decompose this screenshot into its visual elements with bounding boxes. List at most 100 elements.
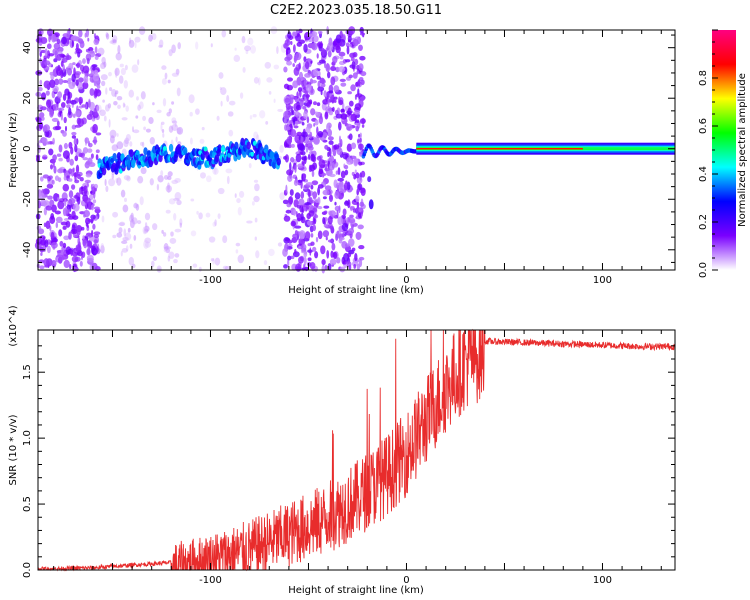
snr-xlabel: Height of straight line (km) xyxy=(288,585,424,596)
heatmap-cell xyxy=(134,36,141,43)
heatmap-cell xyxy=(320,113,323,120)
heatmap-cell xyxy=(284,39,291,46)
heatmap-cell xyxy=(314,119,319,126)
heatmap-cell xyxy=(68,197,76,205)
tick-label: 20 xyxy=(22,92,33,105)
heatmap-cell xyxy=(88,162,96,168)
heatmap-cell xyxy=(135,115,139,119)
heatmap-cell xyxy=(301,238,304,243)
heatmap-cell xyxy=(350,57,355,62)
heatmap-cell xyxy=(188,94,195,104)
tick-label: 0.6 xyxy=(698,118,709,134)
tick-label: 0.8 xyxy=(698,70,709,86)
heatmap-cell xyxy=(56,53,62,61)
heatmap-cell xyxy=(361,124,365,128)
heatmap-cell xyxy=(38,47,42,53)
heatmap-cell xyxy=(79,260,83,267)
heatmap-cell xyxy=(292,44,296,53)
heatmap-cell xyxy=(283,66,288,73)
heatmap-cell xyxy=(137,59,140,66)
heatmap-cell xyxy=(292,63,295,68)
heatmap-cell xyxy=(52,85,59,93)
heatmap-cell xyxy=(128,256,135,266)
heatmap-cell xyxy=(355,231,362,240)
heatmap-cell xyxy=(129,37,132,44)
heatmap-cell xyxy=(246,141,251,150)
heatmap-cell xyxy=(212,221,217,227)
heatmap-cell xyxy=(62,225,67,230)
heatmap-cell xyxy=(44,48,48,57)
heatmap-cell xyxy=(74,124,82,128)
heatmap-cell xyxy=(60,113,64,121)
heatmap-cell xyxy=(305,143,308,148)
heatmap-cell xyxy=(121,117,128,121)
heatmap-cell xyxy=(256,134,260,142)
heatmap-cell xyxy=(108,118,111,128)
heatmap-cell xyxy=(65,246,72,255)
heatmap-cell xyxy=(122,204,129,213)
heatmap-cell xyxy=(36,225,42,231)
tick-label: 0.4 xyxy=(698,166,709,182)
heatmap-cell xyxy=(90,190,93,194)
heatmap-cell xyxy=(196,210,199,215)
heatmap-cell xyxy=(272,161,277,169)
heatmap-cell xyxy=(298,256,304,264)
heatmap-cell xyxy=(95,149,100,154)
heatmap-cell xyxy=(358,161,363,166)
heatmap-cell xyxy=(127,227,131,233)
heatmap-cell xyxy=(100,74,108,81)
heatmap-cell xyxy=(58,229,63,237)
heatmap-cell xyxy=(317,206,323,210)
heatmap-cell xyxy=(109,129,117,139)
heatmap-cell xyxy=(51,204,57,213)
heatmap-cell xyxy=(296,91,299,99)
heatmap-cell xyxy=(82,81,89,90)
heatmap-cell xyxy=(134,202,137,209)
heatmap-cell xyxy=(335,34,342,44)
heatmap-cell xyxy=(348,100,354,107)
heatmap-cell xyxy=(316,53,319,59)
heatmap-cell xyxy=(183,149,188,155)
heatmap-cell xyxy=(77,118,85,127)
heatmap-cell xyxy=(46,83,50,89)
heatmap-cell xyxy=(87,50,95,54)
heatmap-cell xyxy=(91,64,98,68)
heatmap-cell xyxy=(79,177,84,182)
heatmap-cell xyxy=(69,158,74,166)
heatmap-cell xyxy=(49,71,54,76)
heatmap-cell xyxy=(321,264,326,274)
heatmap-cell xyxy=(58,257,65,261)
heatmap-cell xyxy=(358,133,361,138)
heatmap-cell xyxy=(70,99,77,105)
heatmap-cell xyxy=(295,153,302,163)
heatmap-cell xyxy=(118,222,125,227)
heatmap-cell xyxy=(148,116,154,125)
heatmap-cell xyxy=(284,56,291,62)
heatmap-cell xyxy=(68,231,72,240)
heatmap-cell xyxy=(111,38,117,45)
heatmap-cell xyxy=(62,79,69,84)
heatmap-cell xyxy=(82,235,85,240)
heatmap-cell xyxy=(298,198,305,206)
heatmap-cell xyxy=(62,242,67,249)
heatmap-cell xyxy=(284,154,289,163)
heatmap-cell xyxy=(360,170,366,178)
heatmap-cell xyxy=(270,151,275,157)
heatmap-cell xyxy=(143,239,149,249)
heatmap-cell xyxy=(294,164,297,173)
heatmap-cell xyxy=(318,59,326,64)
heatmap-cell xyxy=(83,197,91,204)
heatmap-cell xyxy=(160,123,163,132)
heatmap-cell xyxy=(64,198,67,207)
heatmap-cell xyxy=(308,99,313,105)
heatmap-cell xyxy=(302,106,307,110)
tick-label: 0.0 xyxy=(22,562,33,578)
heatmap-cell xyxy=(118,75,124,84)
heatmap-cell xyxy=(97,47,105,56)
heatmap-cell xyxy=(50,241,58,249)
heatmap-cell xyxy=(213,165,217,175)
heatmap-cell xyxy=(112,211,119,218)
heatmap-cell xyxy=(123,79,128,89)
heatmap-cell xyxy=(310,233,314,238)
heatmap-cell xyxy=(251,201,255,206)
